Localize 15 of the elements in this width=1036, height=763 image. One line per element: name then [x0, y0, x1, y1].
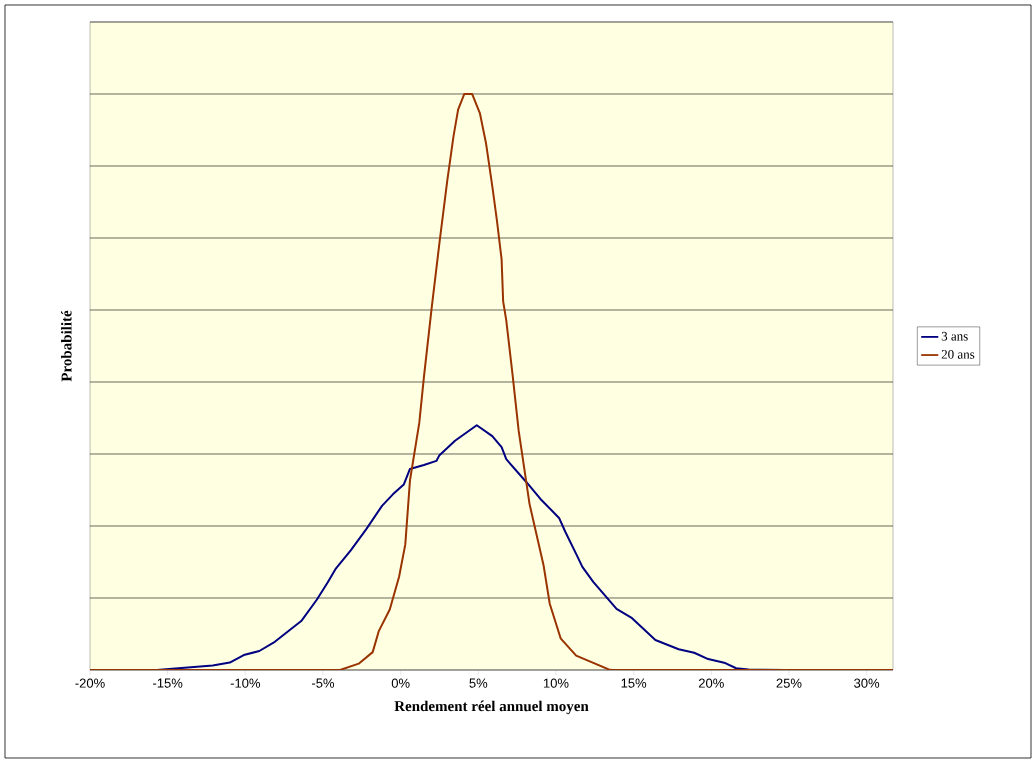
- x-tick-label: 20%: [698, 678, 724, 688]
- x-tick-label: 15%: [621, 678, 647, 688]
- x-tick-label: -10%: [230, 678, 261, 688]
- x-tick-label: -20%: [75, 678, 105, 688]
- x-tick-label: -15%: [153, 678, 183, 688]
- x-tick-label: 0%: [391, 678, 410, 688]
- legend-label: 3 ans: [941, 331, 968, 341]
- x-axis-title: Rendement réel annuel moyen: [394, 700, 589, 715]
- legend-label: 20 ans: [941, 349, 975, 359]
- x-tick-label: 25%: [776, 678, 802, 688]
- x-tick-label: 10%: [543, 678, 569, 688]
- x-tick-label: -5%: [312, 678, 335, 688]
- x-tick-label: 30%: [854, 678, 880, 688]
- x-tick-label: 5%: [469, 678, 488, 688]
- y-axis-title: Probabilité: [61, 310, 72, 382]
